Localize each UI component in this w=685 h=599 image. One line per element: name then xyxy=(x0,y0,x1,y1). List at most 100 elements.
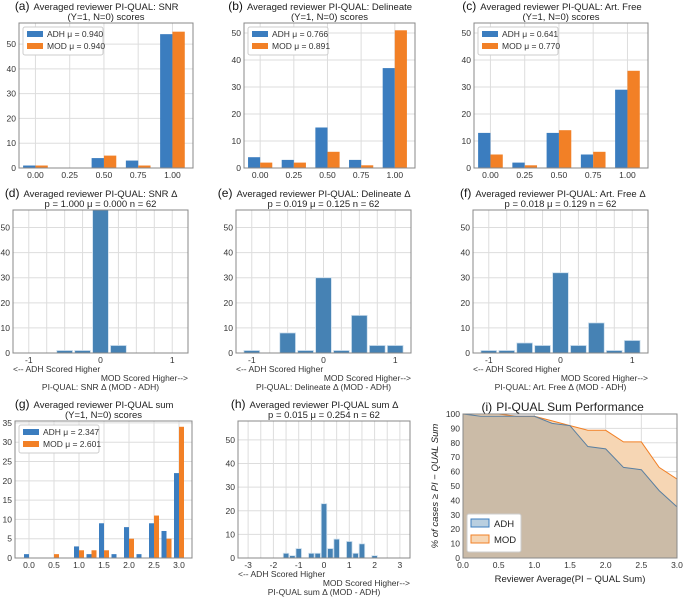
delta-bar xyxy=(279,332,296,354)
y-tick-label: 10 xyxy=(7,138,17,148)
x-axis-label: PI-QUAL: Art. Free Δ (MOD - ADH) xyxy=(495,382,627,392)
legend-label: ADH μ = 2.347 xyxy=(43,427,99,437)
x-tick-label: 0.25 xyxy=(516,170,533,180)
x-tick-label: 2.5 xyxy=(635,560,647,570)
bar-adh xyxy=(23,165,36,168)
x-axis-label: PI-QUAL: Delineate Δ (MOD - ADH) xyxy=(256,382,391,392)
chart-subtitle: (Y=1, N=0) scores xyxy=(291,12,368,23)
x-tick-label: 0.00 xyxy=(27,170,44,180)
bar-mod xyxy=(627,70,640,168)
plot-frame xyxy=(12,209,189,354)
x-tick-label: -3 xyxy=(244,560,252,570)
panel-label: (g) xyxy=(15,397,30,411)
bar-mod xyxy=(54,554,59,558)
delta-bar xyxy=(282,552,290,559)
plot-frame xyxy=(472,209,649,354)
bar-mod xyxy=(138,165,151,168)
panel-label: (f) xyxy=(460,186,471,200)
bar-adh xyxy=(615,89,628,168)
chart-title: Averaged reviewer PI-QUAL: Delineate Δ xyxy=(236,189,411,200)
chart-title: PI-QUAL Sum Performance xyxy=(496,400,644,414)
x-tick-label: 0 xyxy=(98,355,103,365)
x-tick-label: 0.25 xyxy=(286,170,303,180)
panel-label: (i) xyxy=(482,400,493,414)
legend-label: MOD μ = 0.891 xyxy=(272,41,330,51)
y-tick-label: 30 xyxy=(7,89,17,99)
y-tick-label: 90 xyxy=(451,423,461,433)
bar-mod xyxy=(154,515,159,558)
legend-label: MOD μ = 0.770 xyxy=(502,41,560,51)
panel-label: (e) xyxy=(218,186,233,200)
y-tick-label: 20 xyxy=(1,298,11,308)
delta-bar xyxy=(327,548,334,559)
panel-g: Averaged reviewer PI-QUAL sum(Y=1, N=0) … xyxy=(3,397,193,570)
delta-bar xyxy=(588,322,605,354)
panel-e: Averaged reviewer PI-QUAL: Delineate Δp … xyxy=(218,186,412,392)
plot-frame xyxy=(235,209,412,354)
y-tick-label: 100 xyxy=(446,409,460,419)
bar-adh xyxy=(382,68,395,168)
x-tick-label: 0.75 xyxy=(353,170,370,180)
x-tick-label: 0.5 xyxy=(493,560,505,570)
mod-higher-note: MOD Scored Higher--> xyxy=(101,373,188,383)
y-tick-label: 20 xyxy=(226,506,236,516)
y-tick-label: 25 xyxy=(3,457,13,467)
y-tick-label: 0 xyxy=(466,163,471,173)
x-tick-label: 0.0 xyxy=(457,560,469,570)
y-tick-label: 40 xyxy=(232,55,242,65)
y-tick-label: 80 xyxy=(451,438,461,448)
mod-higher-note: MOD Scored Higher--> xyxy=(324,373,411,383)
bar-adh xyxy=(91,158,104,168)
bar-mod xyxy=(166,538,172,558)
chart-title: Averaged reviewer PI-QUAL: SNR xyxy=(33,2,178,13)
delta-bar xyxy=(358,543,366,559)
y-tick-label: 0 xyxy=(236,163,241,173)
x-tick-label: 1.00 xyxy=(387,170,404,180)
bar-mod xyxy=(91,550,97,558)
bar-adh xyxy=(136,554,142,558)
delta-bar xyxy=(308,552,315,559)
y-tick-label: 30 xyxy=(226,482,236,492)
x-tick-label: 1 xyxy=(170,355,175,365)
bar-mod xyxy=(104,550,109,558)
delta-bar xyxy=(92,209,109,354)
bar-adh xyxy=(111,554,117,558)
y-tick-label: 10 xyxy=(451,539,461,549)
panel-i: PI-QUAL Sum Performance(i) 0 10 20 30 40 50 60 7… xyxy=(430,400,683,585)
y-tick-label: 50 xyxy=(7,39,17,49)
panel-h: Averaged reviewer PI-QUAL sum Δp = 0.015… xyxy=(226,397,411,597)
y-tick-label: 0 xyxy=(465,348,470,358)
y-tick-label: 30 xyxy=(462,82,472,92)
x-tick-label: 0.75 xyxy=(585,170,602,180)
y-tick-label: 35 xyxy=(3,418,13,428)
x-tick-label: 1.5 xyxy=(564,560,576,570)
y-tick-label: 30 xyxy=(1,273,11,283)
y-tick-label: 40 xyxy=(226,459,236,469)
legend: ADH μ = 0.766 MOD μ = 0.891 xyxy=(247,26,330,56)
bar-adh xyxy=(248,157,261,168)
delta-bar xyxy=(516,342,533,354)
legend-swatch xyxy=(27,31,43,37)
y-tick-label: 0 xyxy=(5,348,10,358)
x-tick-label: 0.0 xyxy=(23,560,35,570)
bar-adh xyxy=(160,34,173,169)
mod-higher-note: MOD Scored Higher--> xyxy=(561,373,648,383)
bar-mod xyxy=(293,162,306,168)
panel-label: (a) xyxy=(15,0,30,13)
bar-mod xyxy=(361,165,374,168)
x-tick-label: 3 xyxy=(398,560,403,570)
y-tick-label: 70 xyxy=(451,452,461,462)
y-tick-label: 10 xyxy=(1,323,11,333)
y-tick-label: 20 xyxy=(3,476,13,486)
x-tick-label: 2.0 xyxy=(600,560,612,570)
bar-mod xyxy=(558,130,572,168)
x-tick-label: -1 xyxy=(295,560,303,570)
x-tick-label: 0.00 xyxy=(482,170,499,180)
mod-higher-note: MOD Scored Higher--> xyxy=(323,578,410,588)
legend-swatch xyxy=(23,441,39,447)
y-tick-label: 30 xyxy=(451,510,461,520)
plot-frame xyxy=(243,22,416,169)
plot-frame xyxy=(237,420,411,559)
delta-bar xyxy=(346,541,353,559)
panel-label: (b) xyxy=(228,0,243,13)
